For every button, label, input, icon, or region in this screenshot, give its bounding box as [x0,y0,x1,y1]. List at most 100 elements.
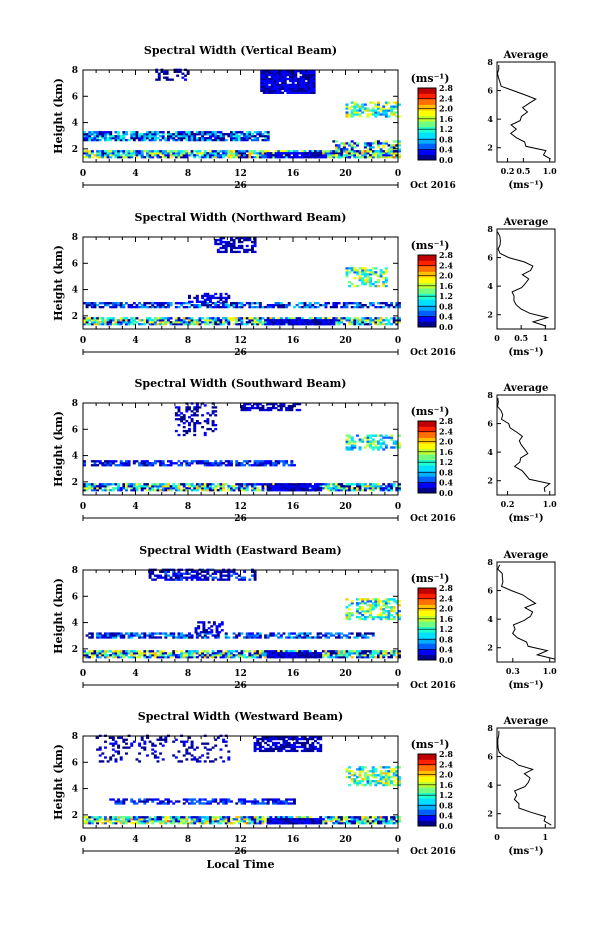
heatmap-cell [206,138,210,142]
heatmap-cell [143,460,147,463]
heatmap-cell [237,138,241,142]
heatmap-cell [174,319,178,322]
heatmap-cell [119,321,123,324]
heatmap-cell [379,617,383,621]
heatmap-cell [201,487,205,490]
heatmap-cell [188,422,191,425]
heatmap-cell [148,816,152,819]
heatmap-cell [237,464,241,467]
heatmap-cell [209,487,212,490]
heatmap-cell [266,154,270,157]
heatmap-cell [374,600,378,603]
heatmap-cell [185,462,189,465]
heatmap-cell [296,69,300,73]
heatmap-cell [101,302,105,305]
heatmap-cell [203,460,207,463]
heatmap-cell [251,138,254,142]
heatmap-cell [251,487,254,490]
heatmap-cell [358,617,362,621]
heatmap-cell [379,608,383,611]
heatmap-cell [392,446,396,449]
heatmap-cell [153,816,157,819]
heatmap-cell [335,152,338,155]
heatmap-cell [119,319,123,322]
heatmap-cell [227,317,231,320]
heatmap-cell [361,154,365,157]
heatmap-cell [169,489,173,492]
heatmap-cell [270,91,274,94]
heatmap-cell [135,131,139,134]
heatmap-cell [122,822,126,825]
heatmap-cell [143,820,147,823]
heatmap-cell [177,418,181,421]
heatmap-cell [395,323,399,326]
heatmap-cell [268,91,271,94]
heatmap-cell [85,321,89,324]
heatmap-cell [214,487,218,490]
colorbar-swatch [418,604,436,611]
heatmap-cell [282,483,286,486]
heatmap-cell [227,319,231,322]
heatmap-cell [342,304,346,307]
heatmap-cell [369,282,373,286]
heatmap-cell [256,652,260,655]
heatmap-cell [119,317,123,320]
heatmap-cell [201,462,205,465]
heatmap-cell [337,656,341,659]
heatmap-cell [230,487,233,490]
heatmap-cell [289,87,292,91]
heatmap-cell [198,131,202,134]
heatmap-cell [83,137,86,140]
heatmap-cell [395,444,399,447]
heatmap-cell [316,321,320,324]
heatmap-cell [167,135,170,138]
heatmap-cell [371,152,375,155]
heatmap-cell [307,77,311,81]
heatmap-cell [366,113,370,116]
heatmap-cell [90,464,94,467]
heatmap-cell [206,412,210,415]
heatmap-cell [298,636,302,639]
heatmap-cell [106,650,110,653]
heatmap-cell [88,150,92,153]
heatmap-cell [216,822,220,825]
heatmap-cell [350,101,354,104]
heatmap-cell [185,137,189,140]
heatmap-cell [93,138,97,142]
heatmap-cell [350,269,354,272]
heatmap-cell [216,570,220,573]
heatmap-cell [106,317,110,320]
heatmap-cell [151,489,155,492]
heatmap-cell [143,656,147,659]
heatmap-cell [384,489,388,492]
heatmap-cell [237,816,241,819]
heatmap-cell [369,446,373,449]
heatmap-cell [379,446,383,449]
heatmap-cell [177,485,181,488]
heatmap-cell [169,818,173,821]
colorbar-swatch [418,443,436,449]
heatmap-cell [392,140,396,143]
heatmap-cell [188,323,191,326]
heatmap-cell [304,71,308,75]
heatmap-cell [353,105,357,108]
heatmap-cell [125,650,128,653]
heatmap-cell [209,462,212,465]
heatmap-cell [289,85,292,89]
heatmap-cells [83,568,401,659]
heatmap-cell [203,489,207,492]
heatmap-cell [117,487,121,490]
heatmap-cell [298,152,302,155]
heatmap-cell [348,302,352,305]
heatmap-cell [230,485,233,488]
colorbar-tick-label: 2.8 [439,583,453,593]
heatmap-cell [384,103,388,106]
x-tick-label: 0 [395,169,401,179]
heatmap-cell [256,820,260,823]
heatmap-cell [324,321,328,324]
heatmap-cell [109,138,113,142]
heatmap-cell [209,137,212,140]
heatmap-cell [227,820,231,823]
heatmap-cell [248,150,252,153]
heatmap-cell [337,321,341,324]
